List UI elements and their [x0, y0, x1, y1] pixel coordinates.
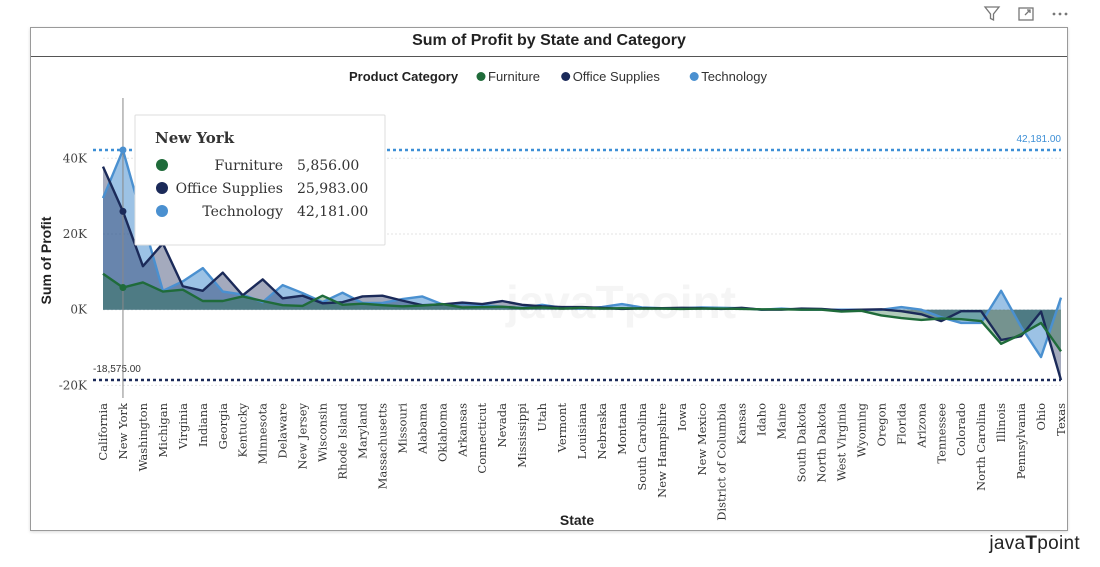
x-tick-label: Nevada [495, 403, 509, 448]
x-tick-label: Missouri [395, 403, 409, 454]
x-tick-label: Connecticut [475, 403, 489, 474]
x-axis-title: State [560, 512, 594, 528]
x-tick-label: Oklahoma [435, 403, 449, 462]
x-tick-label: Illinois [994, 403, 1008, 443]
x-tick-label: Iowa [675, 403, 689, 431]
area-chart: Product Category Furniture Office Supplies… [38, 69, 1067, 528]
x-tick-label: North Dakota [815, 403, 829, 483]
y-tick-label: -20K [59, 378, 88, 392]
x-tick-label: Florida [894, 403, 908, 445]
x-tick-label: Virginia [176, 403, 190, 450]
reference-line-label: -18,575.00 [93, 364, 141, 375]
legend-marker-technology [689, 72, 699, 81]
x-tick-label: Maine [775, 403, 789, 440]
x-tick-label: Vermont [555, 403, 569, 454]
x-tick-label: Maryland [355, 402, 369, 459]
x-tick-label: California [96, 403, 110, 461]
x-tick-label: Massachusetts [375, 403, 389, 489]
visual-header [982, 4, 1070, 24]
more-options-icon[interactable] [1050, 4, 1070, 24]
hover-marker-technology [119, 146, 127, 154]
x-tick-label: South Dakota [795, 403, 809, 482]
x-tick-label: Colorado [954, 403, 968, 456]
x-tick-label: Rhode Island [336, 402, 350, 479]
x-tick-label: Tennessee [934, 403, 948, 464]
y-tick-label: 20K [63, 227, 88, 241]
x-tick-label: District of Columbia [715, 403, 729, 521]
x-tick-label: Wisconsin [316, 402, 330, 462]
x-tick-label: New Hampshire [655, 403, 669, 498]
x-tick-label: Montana [615, 403, 629, 455]
legend-item-furniture: Furniture [488, 69, 540, 84]
x-tick-label: Louisiana [575, 403, 589, 459]
x-tick-label: Georgia [216, 403, 230, 449]
legend-title: Product Category [349, 69, 459, 84]
x-tick-label: Nebraska [595, 403, 609, 459]
x-tick-label: Mississippi [515, 403, 529, 468]
x-tick-label: West Virginia [834, 403, 848, 481]
watermark-text: javaTpoint [505, 276, 736, 328]
x-tick-label: Oregon [874, 402, 888, 446]
x-tick-label: Kentucky [236, 403, 250, 458]
hover-marker-office-supplies [119, 207, 127, 215]
y-axis-title: Sum of Profit [38, 216, 54, 304]
x-tick-label: Delaware [276, 403, 290, 459]
y-tick-label: 0K [70, 303, 88, 317]
x-tick-label: Washington [136, 402, 150, 471]
tooltip-series-name: Technology [202, 204, 283, 220]
tooltip-marker [156, 182, 168, 194]
x-tick-label: Utah [535, 402, 549, 431]
filter-icon[interactable] [982, 4, 1002, 24]
x-tick-label: Arkansas [455, 403, 469, 458]
chart-visual-frame[interactable]: Sum of Profit by State and Category Prod… [30, 27, 1068, 531]
tooltip-series-value: 25,983.00 [297, 181, 368, 197]
tooltip-series-value: 42,181.00 [297, 204, 368, 220]
tooltip-series-name: Office Supplies [176, 181, 283, 197]
chart-title: Sum of Profit by State and Category [31, 28, 1067, 57]
hover-marker-furniture [119, 284, 127, 292]
x-tick-label: Pennsylvania [1014, 403, 1028, 479]
tooltip-title: New York [155, 129, 235, 147]
x-tick-label: New Jersey [296, 402, 310, 469]
legend-marker-office-supplies [561, 72, 571, 81]
x-tick-label: Idaho [755, 403, 769, 436]
tooltip-series-value: 5,856.00 [297, 158, 359, 174]
y-tick-label: 40K [63, 151, 88, 165]
brand-logo: javaTpoint [989, 533, 1080, 554]
focus-mode-icon[interactable] [1016, 4, 1036, 24]
reference-line-label: 42,181.00 [1017, 134, 1062, 145]
tooltip-box [134, 114, 386, 246]
x-tick-label: Michigan [156, 402, 170, 457]
x-tick-label: Indiana [196, 403, 210, 447]
x-tick-label: Ohio [1034, 403, 1048, 431]
x-tick-label: New York [116, 402, 130, 459]
x-tick-label: Arizona [914, 403, 928, 449]
tooltip-marker [156, 205, 168, 217]
x-tick-label: New Mexico [695, 403, 709, 476]
legend-item-technology: Technology [701, 69, 767, 84]
x-tick-label: Texas [1054, 403, 1067, 436]
x-tick-label: Wyoming [854, 402, 868, 457]
x-tick-label: Kansas [735, 403, 749, 445]
x-tick-label: Minnesota [256, 403, 270, 465]
legend-item-office-supplies: Office Supplies [573, 69, 661, 84]
brand-logo-mark: T [1025, 533, 1038, 554]
x-tick-label: Alabama [415, 403, 429, 455]
x-tick-label: South Carolina [635, 403, 649, 491]
tooltip-marker [156, 159, 168, 171]
x-tick-label: North Carolina [974, 403, 988, 491]
tooltip-series-name: Furniture [214, 158, 283, 174]
legend-marker-furniture [476, 72, 486, 81]
